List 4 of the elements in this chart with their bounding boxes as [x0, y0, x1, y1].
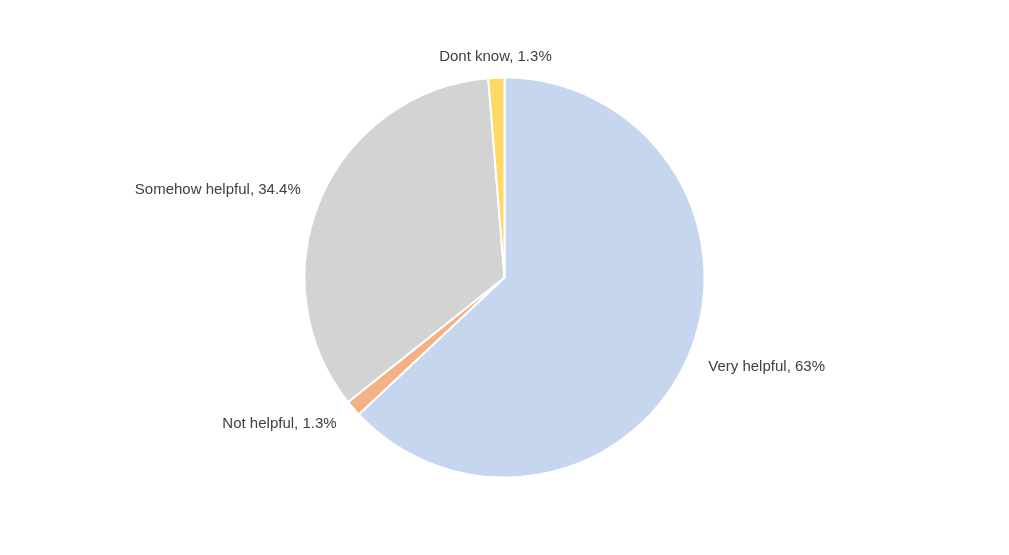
slice-label: Dont know, 1.3%: [439, 46, 552, 64]
slice-label: Not helpful, 1.3%: [222, 413, 337, 431]
slice-label: Very helpful, 63%: [708, 356, 825, 374]
slice-label: Somehow helpful, 34.4%: [134, 180, 301, 198]
